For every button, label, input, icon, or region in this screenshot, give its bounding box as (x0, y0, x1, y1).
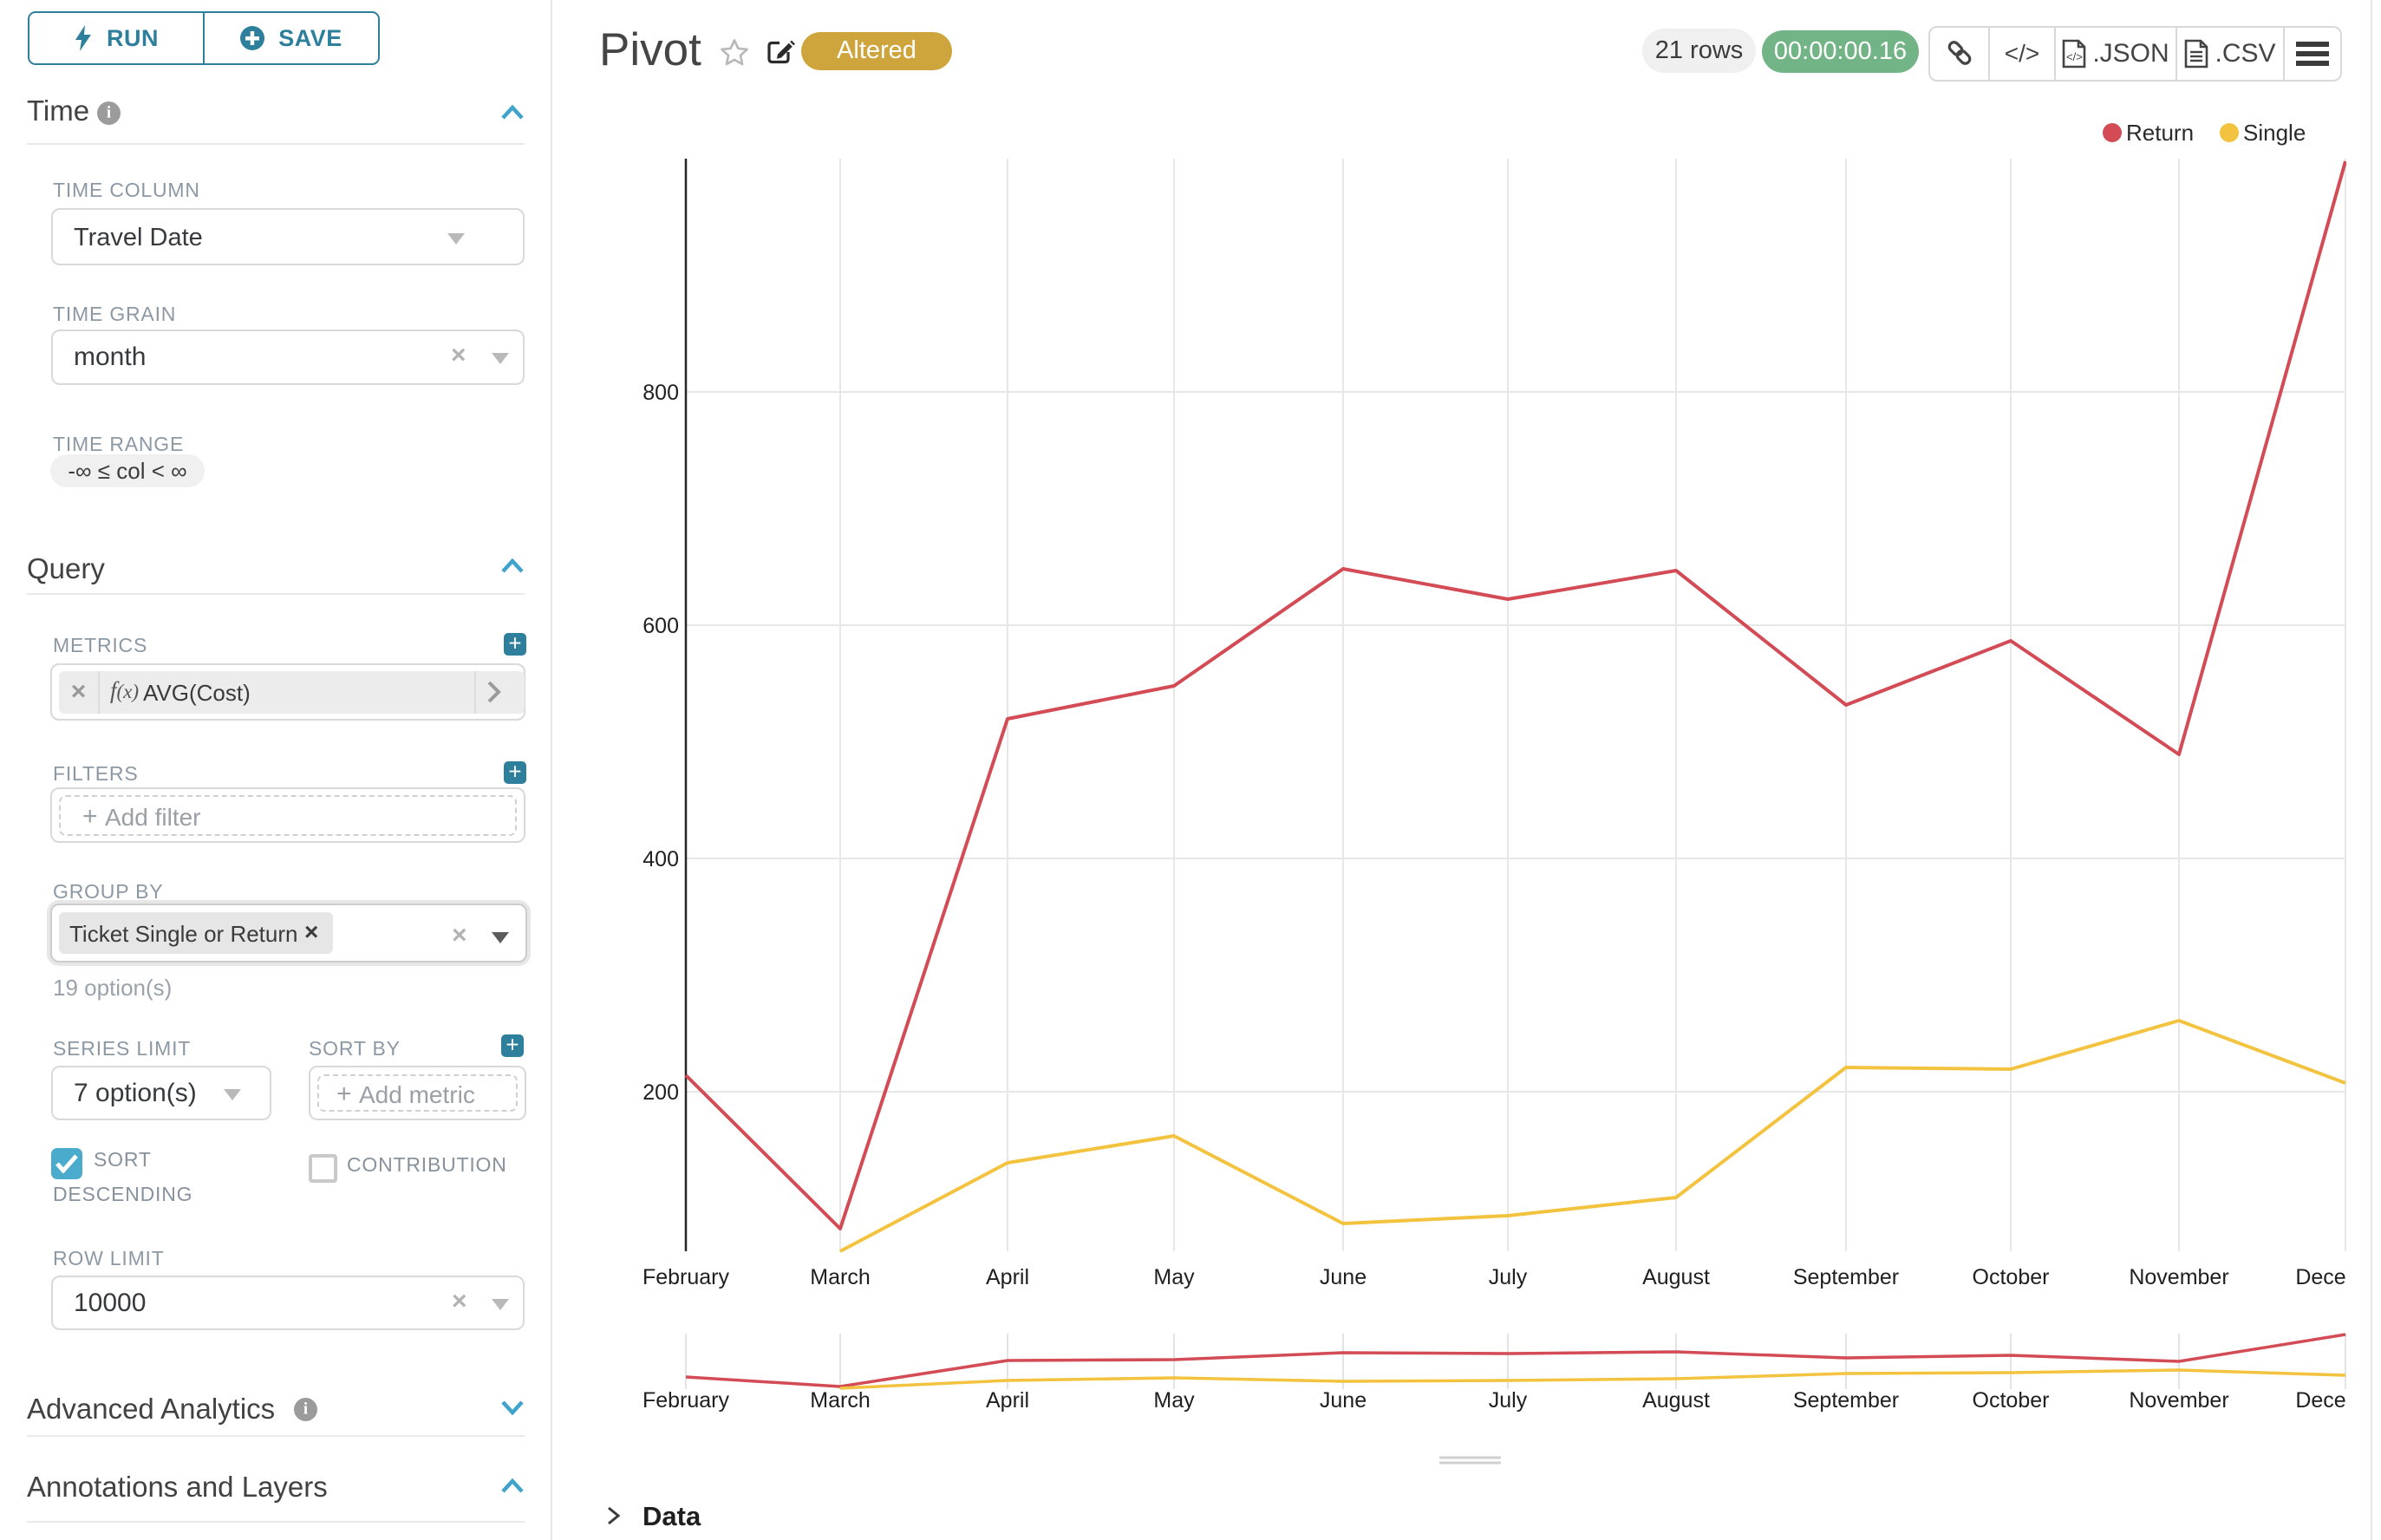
svg-text:Single: Single (2243, 120, 2306, 146)
svg-text:800: 800 (643, 381, 679, 405)
svg-text:April: April (986, 1388, 1029, 1413)
svg-text:September: September (1793, 1388, 1899, 1413)
svg-text:July: July (1489, 1265, 1528, 1289)
svg-text:June: June (1320, 1265, 1367, 1289)
svg-text:March: March (810, 1265, 870, 1289)
svg-text:August: August (1642, 1265, 1710, 1289)
svg-text:October: October (1973, 1388, 2050, 1413)
svg-text:600: 600 (643, 614, 679, 638)
svg-text:November: November (2129, 1265, 2228, 1289)
svg-text:July: July (1489, 1388, 1528, 1413)
svg-text:February: February (643, 1265, 730, 1289)
svg-text:April: April (986, 1265, 1029, 1289)
svg-text:June: June (1320, 1388, 1367, 1413)
svg-text:March: March (810, 1388, 870, 1413)
svg-text:December: December (2295, 1265, 2346, 1289)
svg-text:December: December (2295, 1388, 2346, 1413)
svg-text:September: September (1793, 1265, 1899, 1289)
svg-text:200: 200 (643, 1080, 679, 1105)
svg-text:May: May (1153, 1388, 1195, 1413)
svg-text:400: 400 (643, 847, 679, 871)
svg-text:August: August (1642, 1388, 1710, 1413)
svg-text:February: February (643, 1388, 730, 1413)
svg-text:May: May (1153, 1265, 1195, 1289)
svg-text:</>: </> (2066, 50, 2083, 63)
svg-text:October: October (1973, 1265, 2050, 1289)
svg-text:Return: Return (2126, 120, 2194, 146)
svg-text:November: November (2129, 1388, 2228, 1413)
